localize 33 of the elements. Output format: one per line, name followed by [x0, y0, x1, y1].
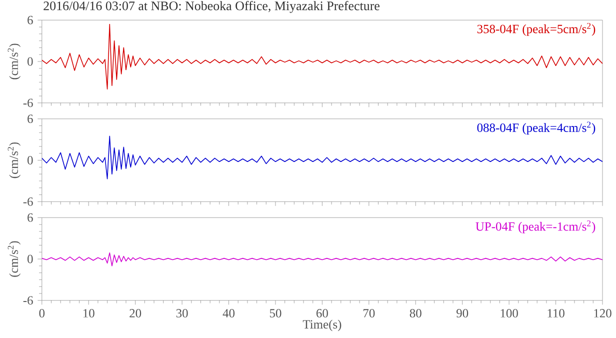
- x-axis-title: Time(s): [302, 320, 342, 331]
- y-tick-label: 0: [28, 57, 33, 66]
- x-tick-label: 20: [130, 308, 142, 318]
- y-tick-label: 0: [28, 156, 33, 164]
- line-series: [42, 252, 603, 266]
- y-tick-label: -6: [23, 98, 33, 107]
- y-tick-label: -6: [23, 296, 33, 304]
- x-tick-label: 10: [83, 308, 94, 318]
- y-axis-title: (cm/s$^{2}$): [8, 241, 21, 277]
- chart-title: 2016/04/16 03:07 at NBO: Nobeoka Office, Miyazaki Prefecture: [44, 0, 380, 13]
- x-tick-label: 90: [456, 308, 468, 318]
- y-tick-label: 6: [28, 16, 33, 24]
- y-axis-title: (cm/s$^{2}$): [8, 44, 21, 80]
- y-tick-label: 6: [28, 114, 33, 123]
- x-tick-label: 50: [270, 308, 282, 318]
- y-tick-label: 6: [28, 213, 33, 222]
- x-tick-label: 70: [364, 308, 375, 318]
- x-tick-label: 80: [410, 308, 422, 318]
- x-tick-label: 120: [594, 308, 612, 318]
- y-axis-title: (cm/s$^{2}$): [8, 142, 21, 178]
- x-tick-label: 110: [548, 308, 564, 318]
- x-tick-label: 30: [176, 308, 188, 318]
- line-series: [42, 24, 603, 90]
- x-tick-label: 40: [222, 308, 235, 318]
- y-tick-label: 0: [28, 254, 33, 264]
- line-series: [42, 136, 603, 180]
- series-label: 088-04F (peak=4cm/s$^{2}$): [477, 122, 596, 134]
- x-tick-label: 100: [500, 308, 518, 318]
- series-label: 358-04F (peak=5cm/s$^{2}$): [477, 22, 596, 36]
- text: UP-04F (peak=-1cm/s$^{2}$): [476, 220, 596, 234]
- y-tick-label: -6: [23, 197, 33, 206]
- x-tick-label: 0: [39, 308, 45, 318]
- x-tick-label: 60: [316, 308, 328, 318]
